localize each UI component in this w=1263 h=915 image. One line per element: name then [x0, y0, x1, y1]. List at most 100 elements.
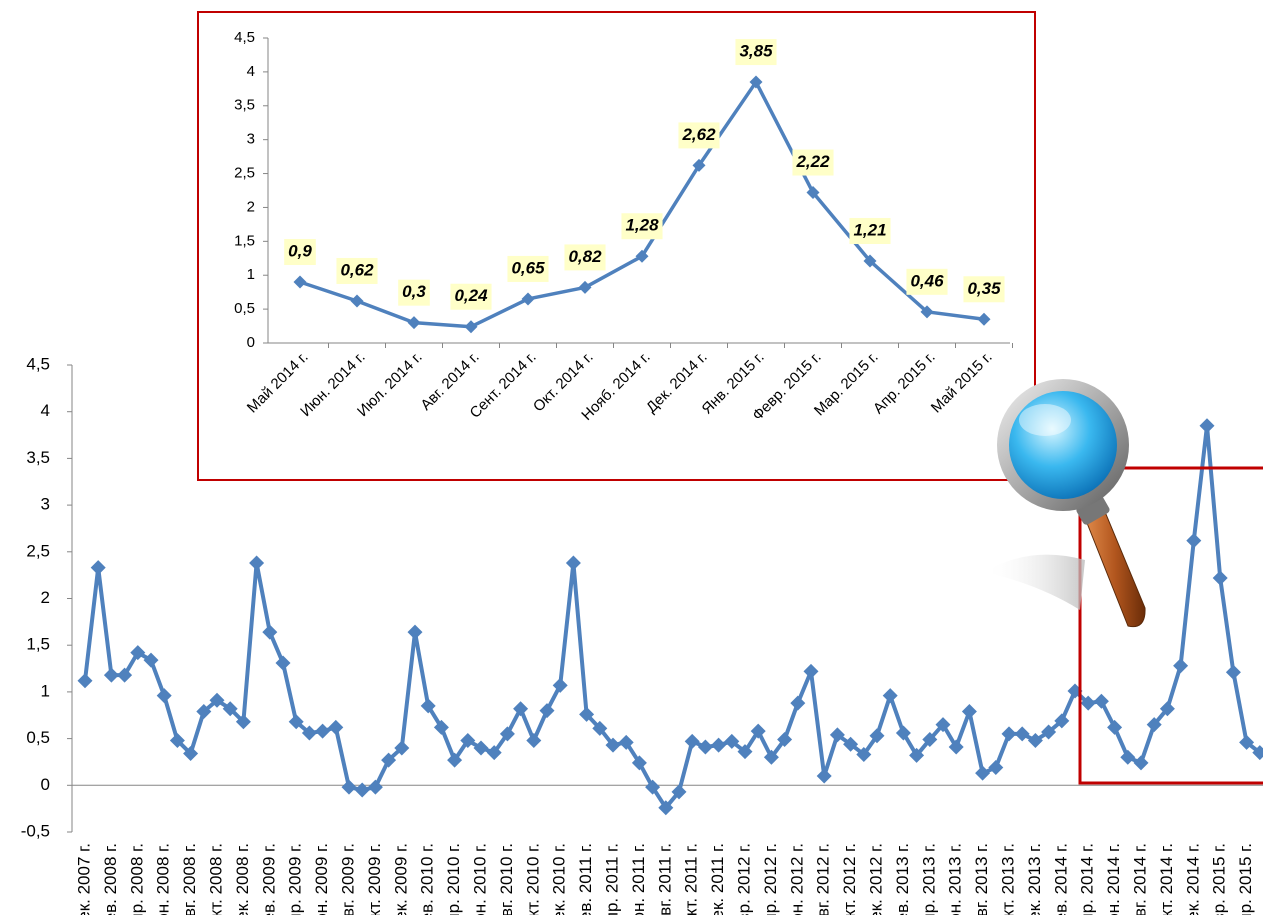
- data-point: [1186, 533, 1201, 548]
- value-label: 1,21: [853, 220, 886, 239]
- data-point: [804, 664, 819, 679]
- data-point: [328, 720, 343, 735]
- value-label: 0,9: [288, 241, 312, 260]
- inset-frame: [198, 12, 1035, 480]
- x-tick-label: Дек. 2007 г.: [74, 843, 93, 915]
- x-tick-label: Июн. 2014 г.: [1104, 843, 1123, 915]
- data-point: [975, 766, 990, 781]
- value-label: 0,35: [967, 279, 1001, 298]
- x-tick-label: Авг. 2013 г.: [972, 843, 991, 915]
- value-label: 2,62: [681, 125, 716, 144]
- data-point: [790, 696, 805, 711]
- data-point: [698, 740, 713, 755]
- x-tick-label: Дек. 2008 г.: [233, 843, 252, 915]
- y-tick-label: 1,5: [26, 635, 50, 654]
- data-point: [1107, 720, 1122, 735]
- y-tick-label: 1: [41, 681, 50, 700]
- data-point: [1015, 726, 1030, 741]
- x-tick-label: Июн. 2009 г.: [312, 843, 331, 915]
- x-tick-label: Авг. 2011 г.: [655, 843, 674, 915]
- x-tick-label: Июн. 2010 г.: [470, 843, 489, 915]
- x-tick-label: Окт. 2009 г.: [365, 843, 384, 915]
- x-tick-label: Окт. 2013 г.: [998, 843, 1017, 915]
- value-label: 0,82: [568, 247, 602, 266]
- x-tick-label: Апр. 2014 г.: [1078, 843, 1097, 915]
- data-point: [883, 688, 898, 703]
- data-point: [817, 768, 832, 783]
- x-tick-label: Окт. 2008 г.: [206, 843, 225, 915]
- zoom-frame: [1080, 468, 1263, 783]
- y-tick-label: 3: [247, 131, 255, 148]
- magnifier-glare: [1019, 404, 1071, 436]
- x-tick-label: Фев. 2010 г.: [418, 843, 437, 915]
- x-tick-label: Фев. 2011 г.: [576, 843, 595, 915]
- data-point: [540, 703, 555, 718]
- x-tick-label: Авг. 2008 г.: [180, 843, 199, 915]
- data-point: [566, 556, 581, 571]
- x-tick-label: Апр. 2015 г.: [1236, 843, 1255, 915]
- value-label: 3,85: [739, 42, 773, 61]
- x-tick-label: Дек. 2013 г.: [1025, 843, 1044, 915]
- x-tick-label: Апр. 2012 г.: [761, 843, 780, 915]
- x-tick-label: Фев. 2014 г.: [1051, 843, 1070, 915]
- data-point: [249, 556, 264, 571]
- x-tick-label: Авг. 2012 г.: [814, 843, 833, 915]
- data-point: [368, 780, 383, 795]
- data-point: [553, 678, 568, 693]
- data-point: [104, 668, 119, 683]
- y-tick-label: -0,5: [21, 821, 50, 840]
- y-tick-label: 2,5: [26, 541, 50, 560]
- value-label: 2,22: [795, 152, 830, 171]
- x-tick-label: Окт. 2011 г.: [682, 843, 701, 915]
- data-point: [342, 780, 357, 795]
- x-tick-label: Апр. 2010 г.: [444, 843, 463, 915]
- data-point: [1226, 665, 1241, 680]
- x-tick-label: Февр. 2015 г.: [1210, 843, 1229, 915]
- data-point: [1002, 726, 1017, 741]
- data-point: [91, 560, 106, 575]
- x-tick-label: Окт. 2010 г.: [523, 843, 542, 915]
- magnifier-handle: [1085, 507, 1145, 627]
- value-label: 0,65: [511, 258, 545, 277]
- chart: -0,500,511,522,533,544,5Дек. 2007 г.Фев.…: [0, 0, 1263, 915]
- x-tick-label: Июн. 2013 г.: [946, 843, 965, 915]
- data-point: [78, 673, 93, 688]
- x-tick-label: Апр. 2011 г.: [602, 843, 621, 915]
- y-tick-label: 0,5: [234, 300, 255, 317]
- x-tick-label: Дек. 2011 г.: [708, 843, 727, 915]
- data-point: [157, 688, 172, 703]
- value-label: 1,28: [625, 216, 659, 235]
- data-point: [276, 655, 291, 670]
- x-tick-label: Февр. 2012 г.: [734, 843, 753, 915]
- x-tick-label: Июн. 2011 г.: [629, 843, 648, 915]
- x-tick-label: Фев. 2009 г.: [259, 843, 278, 915]
- y-tick-label: 0: [247, 334, 255, 351]
- x-tick-label: Апр. 2009 г.: [286, 843, 305, 915]
- x-tick-label: Дек. 2014 г.: [1183, 843, 1202, 915]
- data-point: [1173, 658, 1188, 673]
- x-tick-label: Дек. 2010 г.: [550, 843, 569, 915]
- x-tick-label: Окт. 2012 г.: [840, 843, 859, 915]
- y-tick-label: 0: [41, 775, 50, 794]
- x-tick-label: Июн. 2012 г.: [787, 843, 806, 915]
- value-label: 0,46: [910, 271, 944, 290]
- y-tick-label: 2,5: [234, 165, 255, 182]
- x-tick-label: Авг. 2014 г.: [1130, 843, 1149, 915]
- data-point: [988, 760, 1003, 775]
- value-label: 0,62: [340, 260, 374, 279]
- page: -0,500,511,522,533,544,5Дек. 2007 г.Фев.…: [0, 0, 1263, 915]
- magnifier-shadow: [985, 555, 1085, 610]
- x-tick-label: Авг. 2009 г.: [338, 843, 357, 915]
- x-tick-label: Дек. 2009 г.: [391, 843, 410, 915]
- data-point: [262, 625, 277, 640]
- value-label: 0,24: [454, 286, 488, 305]
- data-point: [962, 704, 977, 719]
- y-tick-label: 3,5: [26, 448, 50, 467]
- data-point: [513, 701, 528, 716]
- data-point: [1213, 570, 1228, 585]
- y-tick-label: 3: [41, 495, 50, 514]
- data-point: [315, 724, 330, 739]
- data-point: [1094, 694, 1109, 709]
- x-tick-label: Окт. 2014 г.: [1157, 843, 1176, 915]
